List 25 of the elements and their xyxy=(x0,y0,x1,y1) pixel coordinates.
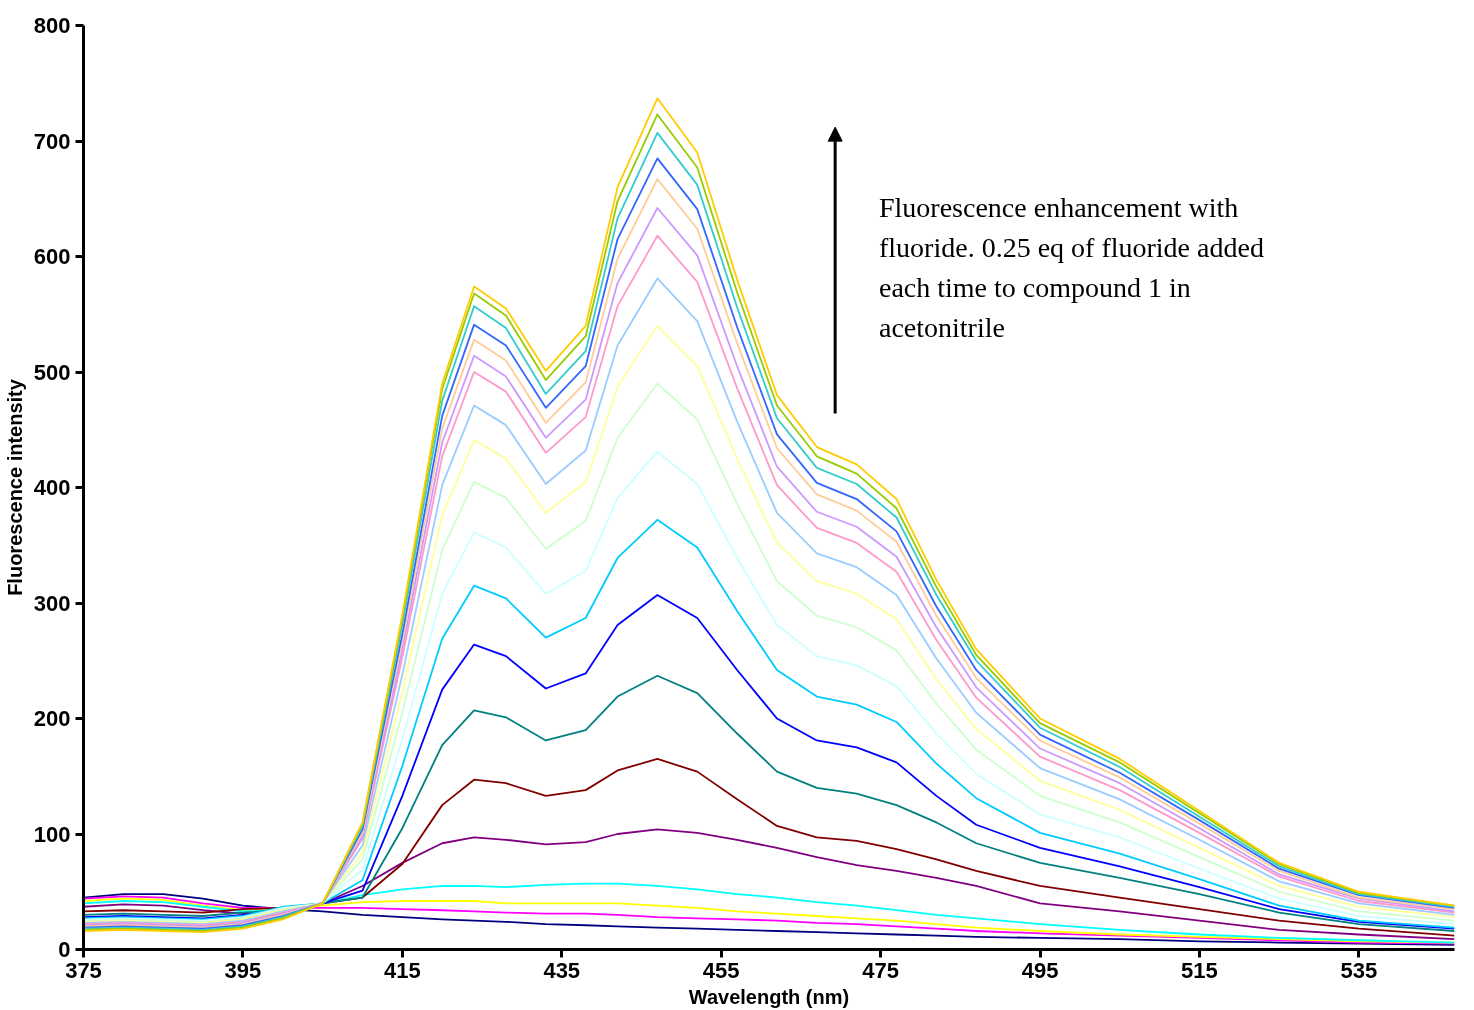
y-tick-label: 600 xyxy=(33,244,71,269)
line-series xyxy=(83,674,1455,932)
y-axis-title: Fluorescence intensity xyxy=(3,378,26,596)
line-series xyxy=(83,758,1455,937)
x-tick-label: 435 xyxy=(543,957,581,983)
y-tick-label: 200 xyxy=(33,706,71,731)
line-series xyxy=(83,828,1455,940)
y-tick-label: 500 xyxy=(33,359,71,385)
y-tick-label: 700 xyxy=(33,128,71,154)
x-tick-label: 415 xyxy=(383,957,421,983)
line-series xyxy=(83,594,1455,930)
x-tick-label: 395 xyxy=(224,957,262,983)
x-tick-label: 495 xyxy=(1021,957,1059,983)
x-tick-label: 535 xyxy=(1340,957,1378,983)
x-tick-label: 455 xyxy=(702,957,740,983)
y-tick-label: 100 xyxy=(33,821,71,847)
line-series xyxy=(83,882,1455,944)
x-tick-label: 475 xyxy=(862,957,899,983)
y-tick-label: 300 xyxy=(33,590,71,616)
x-axis-title: Wavelength (nm) xyxy=(688,985,850,1008)
annotation: Fluorescence enhancement with fluoride. 0.25 eq of fluoride added each time to compound 1 in acetonitrile xyxy=(879,192,1264,344)
line-series xyxy=(83,518,1455,929)
y-tick-label: 800 xyxy=(33,13,71,38)
y-tick-label: 400 xyxy=(33,475,71,500)
x-tick-label: 515 xyxy=(1181,957,1218,983)
